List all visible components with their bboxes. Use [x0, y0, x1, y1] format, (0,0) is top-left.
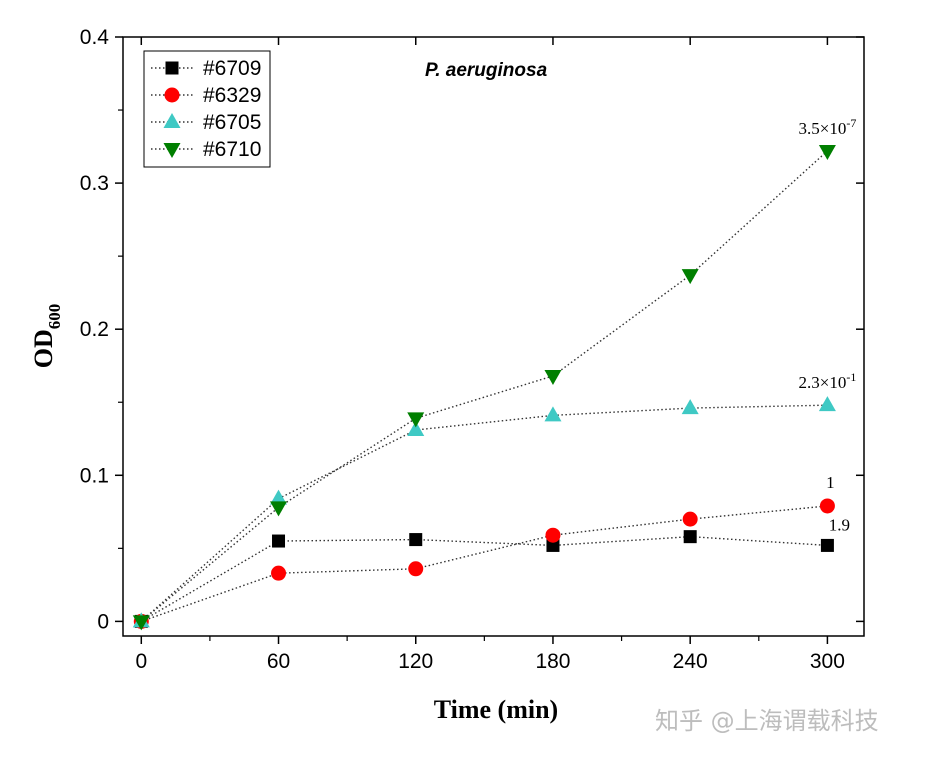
- annotation-exponent: -7: [846, 116, 856, 130]
- data-point: [681, 269, 699, 285]
- legend-label: #6329: [203, 84, 261, 107]
- annotation-base: 2.3×10: [798, 373, 846, 392]
- data-point: [819, 498, 835, 514]
- y-axis-title-sub: 600: [45, 304, 64, 330]
- data-point: [544, 369, 562, 385]
- legend-label: #6709: [203, 57, 261, 80]
- data-point: [544, 406, 562, 422]
- data-point: [270, 489, 288, 505]
- data-point: [683, 530, 697, 544]
- x-tick-label: 0: [135, 650, 147, 673]
- annotations: 3.5×10-7 2.3×10-1 1 1.9: [798, 116, 856, 534]
- y-tick-label: 0.4: [80, 26, 110, 49]
- axes: 0 60 120 180 240 300 0 0.1 0.2 0.3 0.4: [80, 26, 864, 673]
- x-tick-label: 60: [267, 650, 290, 673]
- data-point: [820, 538, 834, 552]
- legend-label: #6710: [203, 138, 261, 161]
- data-point: [407, 421, 425, 437]
- data-point: [271, 565, 287, 581]
- legend: #6709 #6329 #6705 #6710: [143, 50, 271, 168]
- annotation-exponent: -1: [846, 370, 856, 384]
- series-line: [141, 505, 828, 623]
- y-axis-title: OD600: [29, 304, 64, 369]
- series-line: [140, 535, 828, 622]
- legend-marker: [164, 87, 180, 103]
- series-line: [140, 404, 828, 622]
- data-point: [818, 144, 836, 160]
- x-tick-label: 180: [535, 650, 570, 673]
- data-point: [818, 396, 836, 412]
- x-tick-label: 120: [398, 650, 433, 673]
- legend-label: #6705: [203, 111, 261, 134]
- y-tick-label: 0.2: [80, 318, 109, 341]
- data-point: [546, 538, 560, 552]
- legend-box: [143, 50, 271, 168]
- annotation-base: 3.5×10: [798, 119, 846, 138]
- y-tick-label: 0: [97, 610, 109, 633]
- series-line: [140, 150, 828, 622]
- x-tick-label: 240: [673, 650, 708, 673]
- annotation: 3.5×10-7: [798, 116, 856, 138]
- chart-title: P. aeruginosa: [425, 60, 548, 81]
- data-point: [270, 501, 288, 517]
- data-point: [408, 561, 424, 577]
- series-layer: [132, 144, 836, 631]
- y-tick-label: 0.3: [80, 172, 109, 195]
- legend-marker: [163, 143, 181, 158]
- data-point: [272, 534, 286, 548]
- legend-marker: [165, 61, 179, 75]
- data-point: [681, 399, 699, 415]
- x-axis-title: Time (min): [434, 695, 558, 724]
- legend-marker: [163, 113, 181, 128]
- watermark: 知乎 @上海谓载科技: [655, 707, 879, 735]
- data-point: [132, 615, 150, 631]
- plot-frame: [122, 36, 865, 637]
- annotation: 2.3×10-1: [798, 370, 856, 392]
- data-point: [682, 511, 698, 527]
- y-axis-title-main: OD: [29, 329, 58, 368]
- y-tick-label: 0.1: [80, 464, 109, 487]
- annotation-base: 1.9: [829, 515, 850, 534]
- annotation: 1: [826, 473, 835, 492]
- data-point: [407, 412, 425, 428]
- annotation: 1.9: [829, 515, 850, 534]
- annotation-base: 1: [826, 473, 835, 492]
- data-point: [409, 533, 423, 547]
- x-tick-label: 300: [810, 650, 845, 673]
- data-point: [545, 527, 561, 543]
